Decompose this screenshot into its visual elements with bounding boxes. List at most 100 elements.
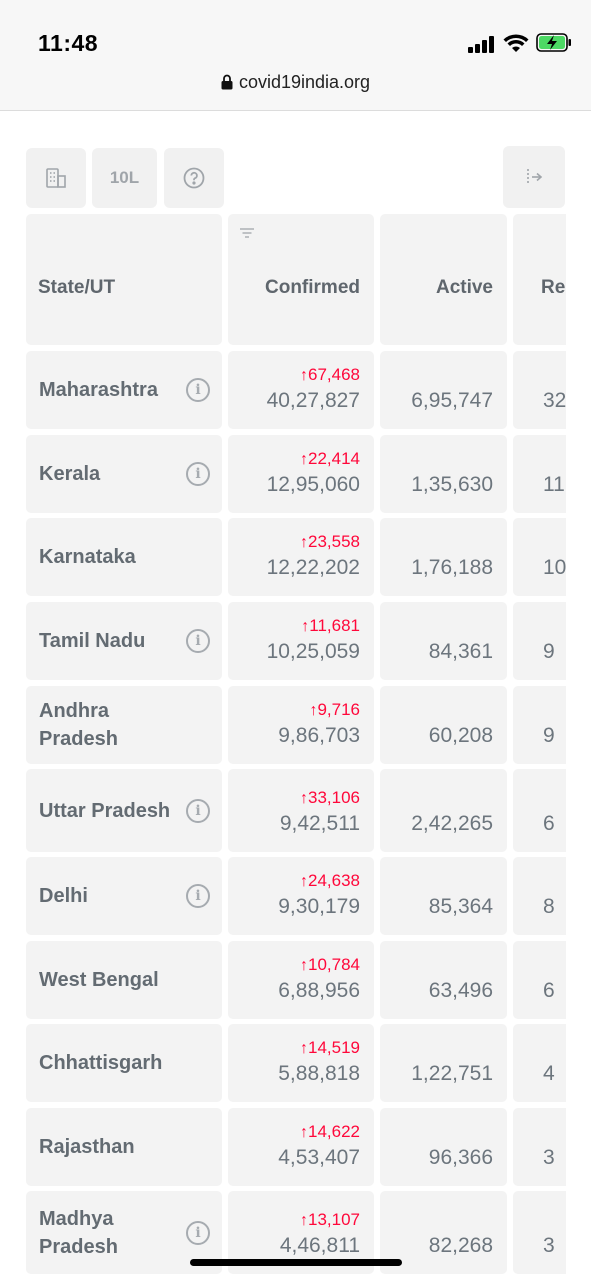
active-value: 1,22,751 [411, 1062, 493, 1085]
info-icon[interactable]: i [186, 798, 210, 823]
recovered-value: 6 [543, 979, 555, 1002]
table-row-confirmed: ↑33,106 9,42,511 [228, 769, 374, 852]
table-row-confirmed: ↑10,784 6,88,956 [228, 941, 374, 1019]
info-icon[interactable]: i [186, 629, 210, 653]
confirmed-delta: ↑14,519 [300, 1038, 360, 1058]
lock-icon [221, 74, 233, 90]
arrow-up-icon: ↑ [300, 451, 308, 468]
recovered-value: 8 [543, 895, 555, 918]
table-row-confirmed: ↑14,519 5,88,818 [228, 1024, 374, 1102]
table-row-recovered: 8 [513, 857, 566, 935]
recovered-value: 32 [543, 389, 566, 412]
confirmed-delta: ↑10,784 [300, 955, 360, 975]
confirmed-value: 9,86,703 [278, 724, 360, 747]
url-text: covid19india.org [238, 72, 371, 92]
arrow-up-icon: ↑ [300, 1124, 308, 1141]
active-value: 1,35,630 [411, 473, 493, 496]
confirmed-value: 40,27,827 [266, 389, 360, 412]
table-row-active: 84,361 [380, 602, 507, 680]
building-icon [46, 168, 66, 188]
table-row-recovered: 11 [513, 435, 566, 513]
state-name: Chhattisgarh [39, 1052, 163, 1074]
confirmed-delta-value: 24,638 [308, 871, 360, 890]
info-icon[interactable]: i [186, 1220, 210, 1245]
header-confirmed[interactable]: Confirmed [228, 214, 374, 345]
header-recovered[interactable]: Re [513, 214, 566, 345]
table-row-recovered: 9 [513, 686, 566, 764]
arrow-up-icon: ↑ [300, 957, 308, 974]
table-row-active: 60,208 [380, 686, 507, 764]
header-active[interactable]: Active [380, 214, 507, 345]
arrow-right-bar-icon [527, 169, 543, 185]
state-name: Karnataka [39, 546, 136, 568]
recovered-value: 3 [543, 1146, 555, 1169]
header-state-label: State/UT [38, 277, 116, 298]
arrow-up-icon: ↑ [300, 367, 308, 384]
table-row-active: 1,76,188 [380, 518, 507, 596]
table-row-state[interactable]: Chhattisgarh [26, 1024, 222, 1102]
confirmed-delta: ↑22,414 [300, 449, 360, 469]
table-row-state[interactable]: Kerala i [26, 435, 222, 513]
table-row-state[interactable]: Rajasthan [26, 1108, 222, 1186]
arrow-up-icon: ↑ [300, 790, 308, 807]
table-row-confirmed: ↑9,716 9,86,703 [228, 686, 374, 764]
table-row-state[interactable]: West Bengal [26, 941, 222, 1019]
confirmed-delta: ↑14,622 [300, 1122, 360, 1142]
confirmed-delta: ↑33,106 [300, 788, 360, 808]
active-value: 85,364 [428, 895, 493, 918]
table-row-confirmed: ↑23,558 12,22,202 [228, 518, 374, 596]
table-row-confirmed: ↑11,681 10,25,059 [228, 602, 374, 680]
active-value: 2,42,265 [411, 812, 493, 835]
status-time: 11:48 [38, 30, 99, 56]
table-row-active: 2,42,265 [380, 769, 507, 852]
status-bar: 11:48 covid19india.org [0, 0, 591, 111]
recovered-value: 4 [543, 1062, 555, 1085]
confirmed-delta: ↑67,468 [300, 365, 360, 385]
state-name: Tamil Nadu [39, 630, 146, 652]
state-name: Kerala [39, 463, 101, 485]
state-name: West Bengal [39, 969, 159, 991]
header-active-label: Active [435, 277, 493, 298]
recovered-value: 10 [543, 556, 566, 579]
confirmed-value: 9,30,179 [278, 895, 360, 918]
cellular-signal-icon [468, 35, 496, 53]
table-row-recovered: 32 [513, 351, 566, 429]
table-row-state[interactable]: Andhra Pradesh [26, 686, 222, 764]
table-row-recovered: 3 [513, 1191, 566, 1274]
table-row-recovered: 3 [513, 1108, 566, 1186]
confirmed-delta: ↑23,558 [300, 532, 360, 552]
confirmed-delta: ↑13,107 [300, 1210, 360, 1230]
address-bar[interactable]: covid19india.org [0, 72, 591, 93]
confirmed-delta-value: 10,784 [308, 955, 360, 974]
confirmed-delta: ↑11,681 [301, 616, 360, 636]
expand-table-button[interactable] [503, 146, 565, 208]
help-circle-icon [183, 167, 205, 189]
per-million-toggle-button[interactable]: 10L [92, 148, 157, 208]
confirmed-delta-value: 14,519 [308, 1038, 360, 1057]
table-row-state[interactable]: Uttar Pradesh i [26, 769, 222, 852]
table-row-state[interactable]: Madhya Pradesh i [26, 1191, 222, 1274]
confirmed-value: 9,42,511 [279, 812, 360, 835]
active-value: 1,76,188 [411, 556, 493, 579]
confirmed-value: 4,53,407 [278, 1146, 360, 1169]
confirmed-delta-value: 33,106 [308, 788, 360, 807]
table-row-state[interactable]: Maharashtra i [26, 351, 222, 429]
home-indicator [190, 1259, 402, 1266]
help-button[interactable] [164, 148, 224, 208]
table-row-state[interactable]: Tamil Nadu i [26, 602, 222, 680]
table-row-state[interactable]: Karnataka [26, 518, 222, 596]
table-row-active: 1,22,751 [380, 1024, 507, 1102]
arrow-up-icon: ↑ [300, 534, 308, 551]
toggle-districts-button[interactable] [26, 148, 86, 208]
confirmed-delta-value: 67,468 [308, 365, 360, 384]
confirmed-delta: ↑24,638 [300, 871, 360, 891]
confirmed-delta-value: 11,681 [309, 616, 360, 635]
header-state[interactable]: State/UT [26, 214, 222, 345]
info-icon[interactable]: i [186, 884, 210, 908]
state-name: Madhya Pradesh [39, 1207, 118, 1258]
info-icon[interactable]: i [186, 378, 210, 402]
state-table: State/UT Confirmed Active Re Maharashtra… [0, 214, 566, 1284]
recovered-value: 3 [543, 1234, 555, 1257]
table-row-state[interactable]: Delhi i [26, 857, 222, 935]
info-icon[interactable]: i [186, 462, 210, 486]
